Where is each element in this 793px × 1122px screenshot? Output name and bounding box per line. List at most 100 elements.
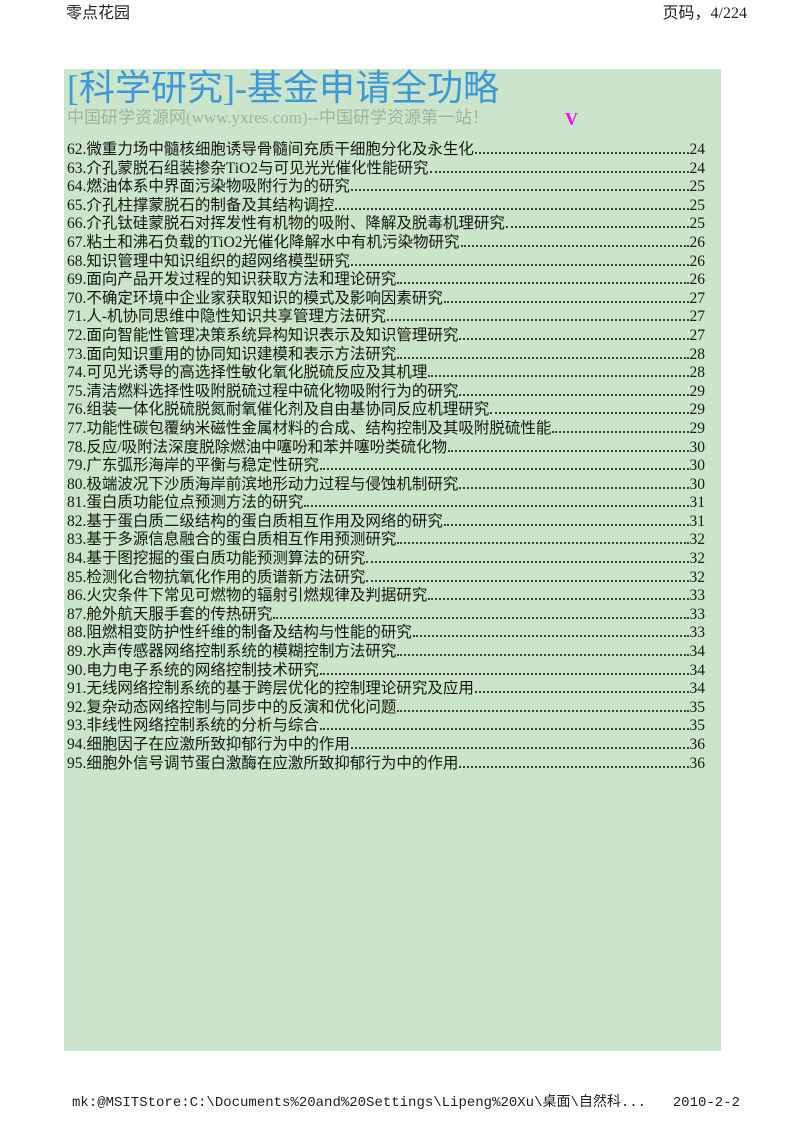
dot-leader bbox=[505, 225, 689, 229]
dot-leader bbox=[429, 170, 689, 173]
toc-entry-label: 79.广东弧形海岸的平衡与稳定性研究 bbox=[67, 457, 319, 475]
dot-leader bbox=[366, 560, 689, 564]
toc-entry: 77.功能性碳包覆纳米磁性金属材料的合成、结构控制及其吸附脱硫性能 29 bbox=[67, 420, 705, 439]
toc-entry-page-number: 32 bbox=[689, 568, 706, 586]
toc-entry: 89.水声传感器网络控制系统的模糊控制方法研究 34 bbox=[67, 643, 705, 662]
toc-entry-label: 72.面向智能性管理决策系统异构知识表示及知识管理研究 bbox=[67, 326, 459, 344]
toc-entry-page-number: 29 bbox=[689, 382, 706, 400]
toc-entry-page-number: 27 bbox=[689, 308, 706, 326]
toc-entry: 87.舱外航天服手套的传热研究 33 bbox=[67, 606, 705, 625]
toc-entry: 65.介孔柱撑蒙脱石的制备及其结构调控 25 bbox=[67, 197, 705, 216]
toc-entry-label: 88.阻燃相变防护性纤维的制备及结构与性能的研究 bbox=[67, 624, 412, 642]
toc-entry-label: 78.反应/吸附法深度脱除燃油中噻吩和苯并噻吩类硫化物 bbox=[67, 438, 448, 456]
toc-entry-label: 70.不确定环境中企业家获取知识的模式及影响因素研究 bbox=[67, 289, 443, 307]
toc-entry-label: 62.微重力场中髓核细胞诱导骨髓间充质干细胞分化及永生化 bbox=[67, 141, 474, 158]
toc-entry: 63.介孔蒙脱石组装掺杂TiO2与可见光光催化性能研究 24 bbox=[67, 160, 705, 179]
toc-entry: 72.面向智能性管理决策系统异构知识表示及知识管理研究 27 bbox=[67, 327, 705, 346]
toc-entry-label: 64.燃油体系中界面污染物吸附行为的研究 bbox=[67, 178, 350, 196]
dot-leader bbox=[459, 337, 689, 340]
toc-entry: 76.组装一体化脱硫脱氮耐氧催化剂及自由基协同反应机理研究 29 bbox=[67, 401, 705, 420]
toc-entry: 70.不确定环境中企业家获取知识的模式及影响因素研究 27 bbox=[67, 290, 705, 309]
dot-leader bbox=[552, 430, 689, 433]
toc-entry-label: 89.水声传感器网络控制系统的模糊控制方法研究 bbox=[67, 643, 397, 661]
toc-entry: 81.蛋白质功能位点预测方法的研究 31 bbox=[67, 494, 705, 513]
toc-entry: 86.火灾条件下常见可燃物的辐射引燃规律及判据研究 33 bbox=[67, 587, 705, 606]
toc-entry: 84.基于图挖掘的蛋白质功能预测算法的研究 32 bbox=[67, 550, 705, 569]
toc-entry: 93.非线性网络控制系统的分析与综合 35 bbox=[67, 717, 705, 736]
toc-entry: 88.阻燃相变防护性纤维的制备及结构与性能的研究 33 bbox=[67, 624, 705, 643]
dot-leader bbox=[397, 356, 689, 359]
toc-entry-page-number: 29 bbox=[689, 419, 706, 437]
toc-entry-page-number: 33 bbox=[689, 587, 706, 605]
toc-entry-label: 95.细胞外信号调节蛋白激酶在应激所致抑郁行为中的作用 bbox=[67, 754, 459, 772]
toc-entry: 90.电力电子系统的网络控制技术研究 34 bbox=[67, 662, 705, 681]
dot-leader bbox=[304, 504, 689, 508]
dot-leader bbox=[428, 597, 689, 601]
dot-leader bbox=[428, 374, 689, 378]
toc-entry-label: 81.蛋白质功能位点预测方法的研究 bbox=[67, 494, 304, 512]
footer-source-path: mk:@MSITStore:C:\Documents%20and%20Setti… bbox=[72, 1095, 647, 1111]
toc-entry: 62.微重力场中髓核细胞诱导骨髓间充质干细胞分化及永生化 24 bbox=[67, 141, 705, 160]
toc-entry-page-number: 24 bbox=[689, 141, 706, 158]
document-page: [科学研究]-基金申请全功略 中国研学资源网(www.yxres.com)--中… bbox=[64, 69, 721, 1051]
toc-entry-page-number: 36 bbox=[689, 736, 706, 753]
toc-entry-label: 83.基于多源信息融合的蛋白质相互作用预测研究 bbox=[67, 531, 397, 549]
toc-entry-page-number: 26 bbox=[689, 252, 706, 270]
toc-entry-label: 85.检测化合物抗氧化作用的质谱新方法研究 bbox=[67, 568, 366, 586]
toc-entry-page-number: 34 bbox=[689, 680, 706, 698]
table-of-contents: 62.微重力场中髓核细胞诱导骨髓间充质干细胞分化及永生化 24 63.介孔蒙脱石组装… bbox=[67, 141, 705, 773]
toc-entry-page-number: 34 bbox=[689, 661, 706, 679]
toc-entry-page-number: 30 bbox=[689, 475, 706, 493]
toc-entry-label: 87.舱外航天服手套的传热研究 bbox=[67, 605, 273, 623]
toc-entry: 95.细胞外信号调节蛋白激酶在应激所致抑郁行为中的作用 36 bbox=[67, 755, 705, 774]
header-page-indicator: 页码，4/224 bbox=[662, 5, 747, 22]
toc-entry-page-number: 29 bbox=[689, 401, 706, 419]
dot-leader bbox=[397, 653, 689, 657]
toc-entry-page-number: 30 bbox=[689, 438, 706, 456]
footer-date: 2010-2-2 bbox=[672, 1095, 740, 1111]
toc-entry: 69.面向产品开发过程的知识获取方法和理论研究 26 bbox=[67, 271, 705, 290]
dot-leader bbox=[490, 411, 689, 415]
toc-entry-page-number: 33 bbox=[689, 605, 706, 623]
dot-leader bbox=[319, 672, 689, 675]
toc-entry-label: 68.知识管理中知识组织的超网络模型研究 bbox=[67, 252, 350, 270]
toc-entry-label: 84.基于图挖掘的蛋白质功能预测算法的研究 bbox=[67, 550, 366, 568]
dot-leader bbox=[387, 318, 689, 322]
toc-entry-page-number: 26 bbox=[689, 233, 706, 251]
toc-entry-label: 63.介孔蒙脱石组装掺杂TiO2与可见光光催化性能研究 bbox=[67, 159, 429, 177]
toc-entry-label: 66.介孔钛硅蒙脱石对挥发性有机物的吸附、降解及脱毒机理研究 bbox=[67, 215, 505, 233]
dot-leader bbox=[412, 634, 689, 638]
toc-entry: 83.基于多源信息融合的蛋白质相互作用预测研究 32 bbox=[67, 531, 705, 550]
toc-entry-label: 92.复杂动态网络控制与同步中的反演和优化问题 bbox=[67, 698, 397, 716]
toc-entry-label: 90.电力电子系统的网络控制技术研究 bbox=[67, 661, 319, 679]
toc-entry-label: 75.清洁燃料选择性吸附脱硫过程中硫化物吸附行为的研究 bbox=[67, 382, 459, 400]
toc-entry: 66.介孔钛硅蒙脱石对挥发性有机物的吸附、降解及脱毒机理研究 25 bbox=[67, 215, 705, 234]
toc-entry-label: 86.火灾条件下常见可燃物的辐射引燃规律及判据研究 bbox=[67, 587, 428, 605]
toc-entry-page-number: 31 bbox=[689, 512, 706, 530]
dot-leader bbox=[397, 709, 689, 712]
dot-leader bbox=[319, 727, 689, 731]
toc-entry: 64.燃油体系中界面污染物吸附行为的研究 25 bbox=[67, 178, 705, 197]
dot-leader bbox=[448, 449, 689, 452]
toc-entry: 75.清洁燃料选择性吸附脱硫过程中硫化物吸附行为的研究 29 bbox=[67, 383, 705, 402]
revision-marker: V bbox=[565, 109, 578, 129]
dot-leader bbox=[397, 281, 689, 285]
dot-leader bbox=[350, 263, 689, 266]
toc-entry-label: 74.可见光诱导的高选择性敏化氧化脱硫反应及其机理 bbox=[67, 364, 428, 382]
dot-leader bbox=[460, 244, 689, 247]
dot-leader bbox=[443, 523, 689, 526]
toc-entry-label: 65.介孔柱撑蒙脱石的制备及其结构调控 bbox=[67, 196, 335, 214]
toc-entry-page-number: 32 bbox=[689, 531, 706, 549]
toc-entry-page-number: 27 bbox=[689, 326, 706, 344]
document-title: [科学研究]-基金申请全功略 bbox=[67, 68, 499, 108]
toc-entry-page-number: 28 bbox=[689, 364, 706, 382]
document-subtitle: 中国研学资源网(www.yxres.com)--中国研学资源第一站！ bbox=[67, 108, 489, 127]
toc-entry: 68.知识管理中知识组织的超网络模型研究 26 bbox=[67, 253, 705, 272]
dot-leader bbox=[459, 393, 689, 396]
dot-leader bbox=[273, 616, 689, 619]
toc-entry-label: 69.面向产品开发过程的知识获取方法和理论研究 bbox=[67, 271, 397, 289]
toc-entry-label: 94.细胞因子在应激所致抑郁行为中的作用 bbox=[67, 736, 350, 753]
toc-entry: 85.检测化合物抗氧化作用的质谱新方法研究 32 bbox=[67, 569, 705, 588]
dot-leader bbox=[319, 467, 689, 471]
toc-entry-label: 77.功能性碳包覆纳米磁性金属材料的合成、结构控制及其吸附脱硫性能 bbox=[67, 419, 552, 437]
